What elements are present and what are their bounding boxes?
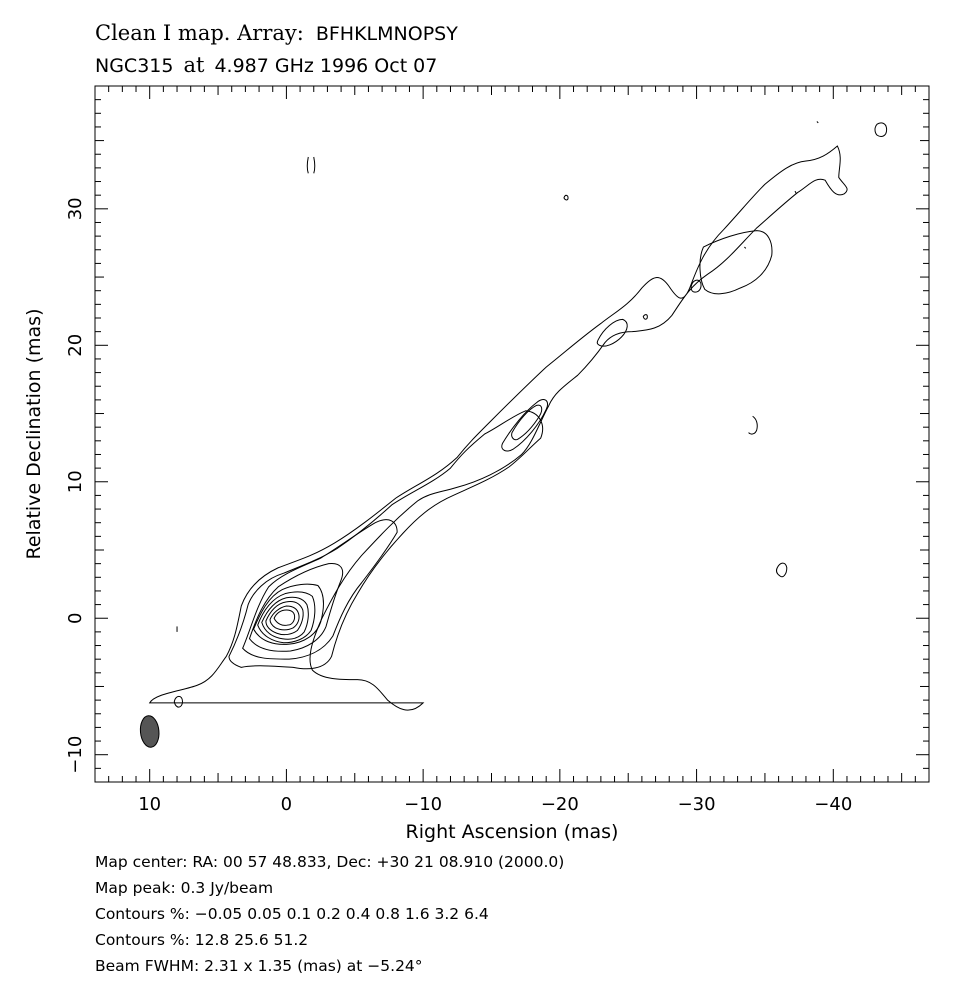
contour-level-10: [274, 610, 295, 625]
plot-frame: [94, 85, 930, 783]
contour-level-4: [249, 563, 342, 651]
contour-knot-e: [691, 280, 701, 292]
contour-knot-b: [512, 405, 542, 440]
beam-ellipse: [139, 715, 160, 748]
contour-knot-a: [502, 400, 548, 451]
footer-map-peak: Map peak: 0.3 Jy/beam: [95, 879, 273, 897]
contour-level-1: [150, 146, 847, 710]
x-tick-label: −10: [404, 794, 442, 815]
contour-speck-h: [817, 121, 818, 122]
x-tick-label: −20: [541, 794, 579, 815]
contour-lines: [150, 121, 887, 710]
contour-speck-e: [875, 123, 887, 137]
title-line2-rest: 4.987 GHz 1996 Oct 07: [214, 55, 437, 77]
x-axis-label: Right Ascension (mas): [406, 821, 619, 843]
contour-hole: [174, 696, 182, 707]
contour-speck-b: [307, 157, 315, 173]
contour-speck-c: [564, 195, 568, 200]
contour-level-3: [243, 520, 397, 659]
y-axis-label: Relative Declination (mas): [23, 309, 45, 560]
y-tick-label: 20: [65, 334, 86, 357]
footer-beam-fwhm: Beam FWHM: 2.31 x 1.35 (mas) at −5.24°: [95, 957, 423, 975]
contour-level-9: [270, 606, 299, 630]
footer-contours-2: Contours %: 12.8 25.6 51.2: [95, 931, 308, 949]
contour-level-8: [266, 602, 303, 635]
footer-contours-1: Contours %: −0.05 0.05 0.1 0.2 0.4 0.8 1…: [95, 905, 489, 923]
y-tick-label: 0: [65, 613, 86, 624]
map-info-footer: Map center: RA: 00 57 48.833, Dec: +30 2…: [95, 853, 564, 975]
axis-ticks: [94, 85, 930, 783]
contour-level-2: [229, 411, 543, 669]
contour-speck-a: [643, 315, 647, 320]
contour-speck-g: [749, 416, 758, 434]
y-tick-label: −10: [65, 736, 86, 774]
footer-map-center: Map center: RA: 00 57 48.833, Dec: +30 2…: [95, 853, 564, 871]
axis-tick-labels: 10 0 −10 −20 −30 −40 −10 0 10 20 30: [65, 197, 852, 815]
title-line2-source: NGC315: [95, 55, 173, 77]
x-tick-label: 10: [138, 794, 161, 815]
contour-speck-f: [776, 563, 786, 577]
x-tick-label: −30: [678, 794, 716, 815]
contour-level-6: [258, 592, 315, 643]
chart-title-line1: Clean I map. Array: BFHKLMNOPSY: [95, 21, 458, 45]
contour-knot-d: [700, 231, 772, 294]
x-tick-label: 0: [281, 794, 292, 815]
y-tick-label: 30: [65, 197, 86, 220]
chart-title-line2: NGC315 at 4.987 GHz 1996 Oct 07: [95, 53, 437, 77]
contour-speck-i: [795, 191, 796, 194]
y-tick-label: 10: [65, 470, 86, 493]
contour-level-5: [254, 584, 324, 644]
title-line2-at: at: [183, 53, 205, 77]
contour-level-7: [262, 597, 309, 639]
contour-knot-c: [597, 319, 627, 346]
contour-speck-j: [744, 247, 745, 248]
title-line1-left: Clean I map. Array:: [95, 21, 304, 45]
x-tick-label: −40: [814, 794, 852, 815]
title-line1-array: BFHKLMNOPSY: [316, 23, 458, 45]
